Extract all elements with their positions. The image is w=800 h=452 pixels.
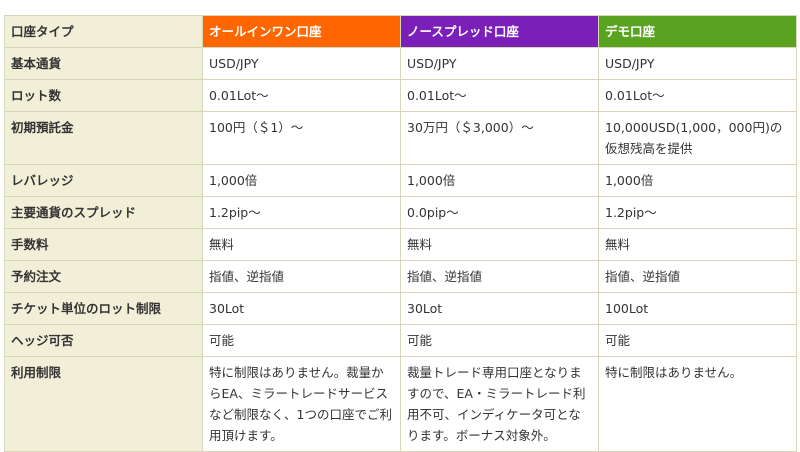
table-cell: 可能	[202, 324, 401, 357]
table-cell: 30Lot	[400, 292, 599, 325]
row-label-pending-orders: 予約注文	[4, 260, 203, 293]
table-row: ロット数 0.01Lot～ 0.01Lot～ 0.01Lot～	[4, 79, 797, 112]
table-cell: USD/JPY	[400, 47, 599, 80]
row-label-lot-size: ロット数	[4, 79, 203, 112]
plan-header-allinone: オールインワン口座	[202, 15, 401, 48]
table-row: 基本通貨 USD/JPY USD/JPY USD/JPY	[4, 47, 797, 80]
table-cell: USD/JPY	[202, 47, 401, 80]
table-cell: 指値、逆指値	[202, 260, 401, 293]
table-cell: 30万円（＄3,000）～	[400, 111, 599, 165]
table-cell: 30Lot	[202, 292, 401, 325]
table-cell: 無料	[400, 228, 599, 261]
row-label-initial-deposit: 初期預託金	[4, 111, 203, 165]
table-cell: 10,000USD(1,000，000円)の仮想残高を提供	[598, 111, 797, 165]
table-cell: 無料	[598, 228, 797, 261]
row-label-ticket-lot-limit: チケット単位のロット制限	[4, 292, 203, 325]
table-cell: 0.0pip～	[400, 196, 599, 229]
table-cell: 1,000倍	[598, 164, 797, 197]
table-cell: 1,000倍	[202, 164, 401, 197]
table-row: 主要通貨のスプレッド 1.2pip～ 0.0pip～ 1.2pip～	[4, 196, 797, 229]
plan-header-nospread: ノースプレッド口座	[400, 15, 599, 48]
row-label-base-currency: 基本通貨	[4, 47, 203, 80]
table-cell: 可能	[400, 324, 599, 357]
table-row: 手数料 無料 無料 無料	[4, 228, 797, 261]
account-comparison-table: 口座タイプ オールインワン口座 ノースプレッド口座 デモ口座 基本通貨 USD/…	[4, 15, 797, 452]
table-cell: 1.2pip～	[202, 196, 401, 229]
table-cell: 0.01Lot～	[202, 79, 401, 112]
table-header-row: 口座タイプ オールインワン口座 ノースプレッド口座 デモ口座	[4, 15, 797, 48]
table-cell: 裁量トレード専用口座となりますので、EA・ミラートレード利用不可、インディケータ…	[400, 356, 599, 452]
table-cell: 無料	[202, 228, 401, 261]
table-row: チケット単位のロット制限 30Lot 30Lot 100Lot	[4, 292, 797, 325]
table-row: 利用制限 特に制限はありません。裁量からEA、ミラートレードサービスなど制限なく…	[4, 356, 797, 452]
table-row: 初期預託金 100円（＄1）～ 30万円（＄3,000）～ 10,000USD(…	[4, 111, 797, 165]
table-cell: 100Lot	[598, 292, 797, 325]
table-row: レバレッジ 1,000倍 1,000倍 1,000倍	[4, 164, 797, 197]
table-cell: 100円（＄1）～	[202, 111, 401, 165]
row-label-leverage: レバレッジ	[4, 164, 203, 197]
table-cell: 特に制限はありません。裁量からEA、ミラートレードサービスなど制限なく、1つの口…	[202, 356, 401, 452]
row-label-hedging: ヘッジ可否	[4, 324, 203, 357]
table-row: ヘッジ可否 可能 可能 可能	[4, 324, 797, 357]
row-label-spread: 主要通貨のスプレッド	[4, 196, 203, 229]
table-cell: 1,000倍	[400, 164, 599, 197]
table-cell: USD/JPY	[598, 47, 797, 80]
row-label-usage-restrictions: 利用制限	[4, 356, 203, 452]
table-cell: 0.01Lot～	[598, 79, 797, 112]
plan-header-demo: デモ口座	[598, 15, 797, 48]
table-cell: 0.01Lot～	[400, 79, 599, 112]
table-row: 予約注文 指値、逆指値 指値、逆指値 指値、逆指値	[4, 260, 797, 293]
table-cell: 指値、逆指値	[598, 260, 797, 293]
account-type-header: 口座タイプ	[4, 15, 203, 48]
table-cell: 特に制限はありません。	[598, 356, 797, 452]
table-cell: 1.2pip～	[598, 196, 797, 229]
table-cell: 可能	[598, 324, 797, 357]
row-label-fees: 手数料	[4, 228, 203, 261]
table-cell: 指値、逆指値	[400, 260, 599, 293]
